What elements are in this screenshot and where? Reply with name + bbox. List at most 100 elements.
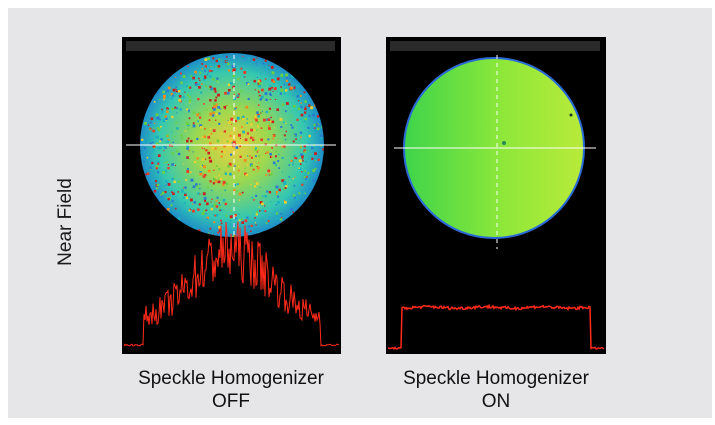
speckle-dot [184,130,187,132]
speckle-dot [264,195,267,198]
speckle-dot [141,138,144,141]
speckle-dot [212,234,214,236]
speckle-dot [253,129,256,132]
speckle-dot [206,73,209,76]
speckle-dot [203,173,207,177]
speckle-dot [171,79,173,81]
speckle-dot [279,92,282,95]
speckle-dot [288,176,290,178]
speckle-dot [202,192,206,196]
speckle-dot [205,213,207,215]
speckle-dot [199,79,201,81]
speckle-dot [212,57,215,60]
speckle-dot [301,158,304,160]
speckle-dot [268,124,271,127]
speckle-dot [185,196,188,199]
speckle-dot [188,96,191,99]
speckle-dot [159,146,162,150]
speckle-dot [242,117,245,120]
speckle-dot [157,154,161,157]
speckle-dot [304,107,307,111]
speckle-dot [156,127,159,130]
speckle-dot [247,83,250,85]
speckle-dot [209,112,213,116]
speckle-dot [165,86,169,89]
speckle-dot [232,140,236,144]
speckle-dot [227,92,230,95]
speckle-dot [206,108,208,111]
speckle-dot [314,104,317,107]
speckle-dot [170,92,174,96]
speckle-dot [186,122,190,125]
speckle-dot [223,130,226,133]
speckle-dot [293,104,296,108]
speckle-dot [304,93,307,96]
speckle-dot [203,135,206,138]
speckle-dot [284,187,287,189]
speckle-dot [257,170,259,172]
speckle-dot [317,114,319,116]
speckle-dot [281,103,285,106]
speckle-dot [212,111,215,114]
speckle-dot [219,177,223,181]
speckle-dot [256,151,258,153]
speckle-dot [199,126,203,129]
speckle-dot [308,134,311,138]
speckle-dot [145,173,147,176]
speckle-dot [183,201,186,204]
speckle-dot [214,176,217,179]
on-header-bar [390,41,600,51]
speckle-dot [217,106,220,109]
speckle-dot [202,164,204,167]
speckle-dot [178,93,180,95]
speckle-dot [270,66,274,69]
speckle-dot [242,191,244,194]
speckle-dot [304,100,307,103]
speckle-dot [303,145,306,148]
speckle-dot [285,79,288,82]
speckle-dot [284,138,287,141]
speckle-dot [275,211,277,213]
speckle-dot [322,148,324,151]
speckle-dot [242,130,245,134]
speckle-dot [146,156,149,159]
speckle-dot [297,107,301,110]
speckle-dot [156,160,160,164]
speckle-dot [206,216,209,220]
caption-off-line2: OFF [212,391,250,412]
speckle-dot [186,108,189,111]
speckle-dot [280,88,284,92]
speckle-dot [277,201,280,204]
speckle-dot [278,188,281,192]
speckle-dot [313,123,316,127]
speckle-dot [238,133,241,137]
speckle-dot [199,183,201,185]
speckle-dot [292,211,294,213]
speckle-dot [184,186,187,189]
speckle-dot [193,201,197,204]
speckle-dot [257,121,259,124]
speckle-dot [161,110,164,112]
speckle-dot [176,127,179,130]
speckle-dot [261,88,264,92]
speckle-dot [291,214,293,216]
speckle-dot [271,147,273,149]
speckle-dot [255,194,258,197]
speckle-dot [194,160,197,163]
speckle-dot [198,112,200,114]
speckle-dot [201,158,205,161]
speckle-dot [268,127,271,130]
speckle-dot [187,65,189,68]
speckle-dot [230,82,233,85]
speckle-dot [182,196,185,199]
speckle-dot [268,122,271,125]
speckle-dot [281,216,283,219]
speckle-dot [239,155,242,158]
speckle-dot [278,153,280,156]
speckle-dot [256,166,258,168]
speckle-dot [230,209,232,212]
speckle-dot [151,161,154,165]
speckle-dot [290,86,293,90]
speckle-dot [299,167,302,170]
speckle-dot [323,145,324,147]
